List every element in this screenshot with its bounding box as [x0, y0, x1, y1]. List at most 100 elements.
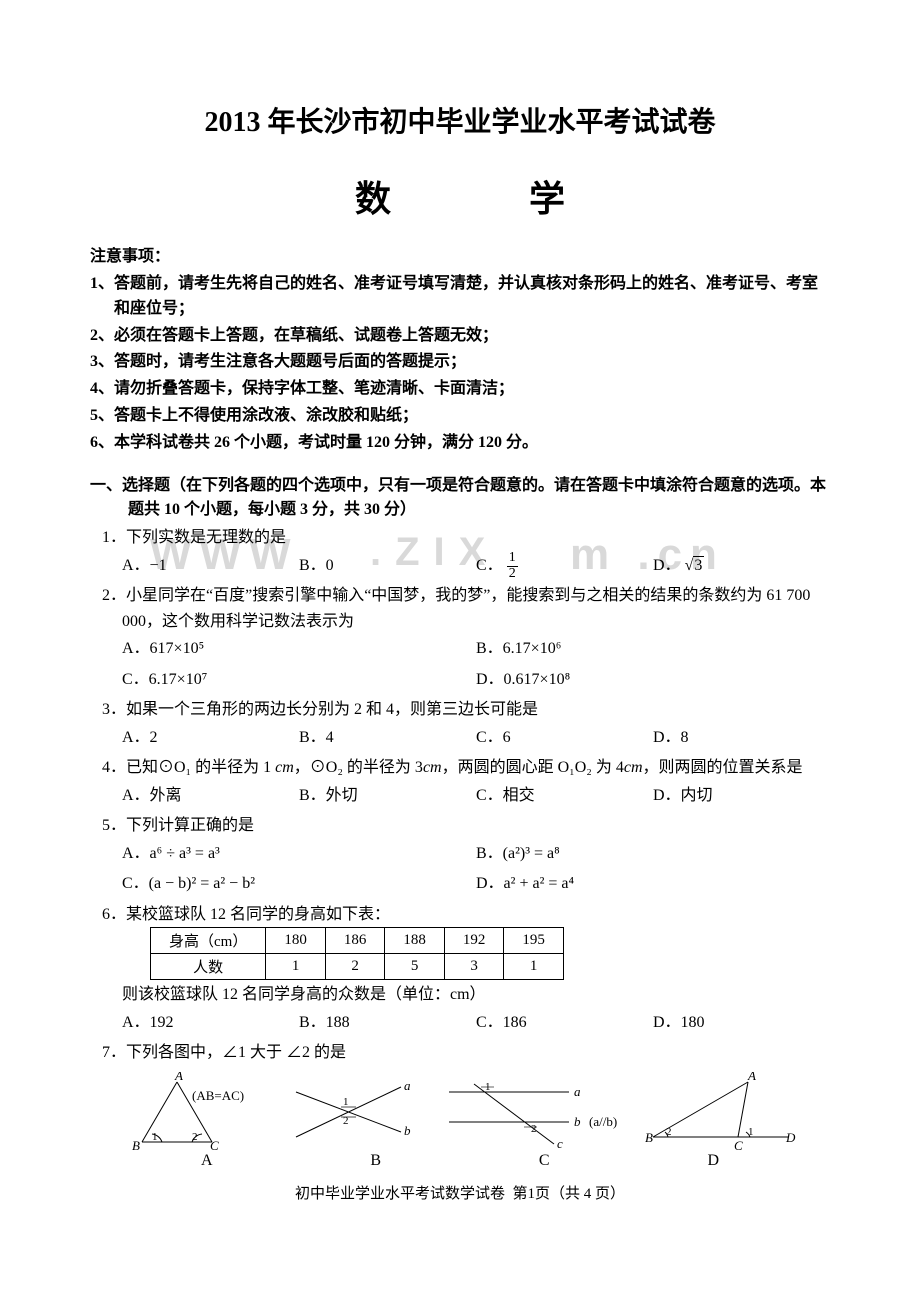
lbl-b: b [404, 1123, 411, 1138]
lbl-a: a [574, 1084, 581, 1099]
diagram-b-icon: a b 1 2 [281, 1072, 431, 1152]
lblA: A [747, 1072, 756, 1083]
row1-hd: 身高（cm） [151, 928, 266, 954]
optD-prefix: D． [653, 557, 681, 574]
lblC: C [210, 1138, 219, 1152]
cell: 188 [385, 928, 445, 954]
notice-item: 3、答题时，请考生注意各大题题号后面的答题提示； [90, 350, 830, 375]
q4-text: 4．已知⊙O₁ 的半径为 1 cm，⊙O₂ 的半径为 3cm，两圆的圆心距 O₁… [90, 755, 830, 781]
q4-optB: B．外切 [299, 781, 476, 811]
q5-options: A．a⁶ ÷ a³ = a³ B．(a²)³ = a⁸ C．(a − b)² =… [90, 839, 830, 900]
cell: 192 [444, 928, 504, 954]
notice-item: 6、本学科试卷共 26 个小题，考试时量 120 分钟，满分 120 分。 [90, 431, 830, 456]
q5-text: 5．下列计算正确的是 [90, 813, 830, 839]
labD: D [707, 1152, 719, 1170]
lblA: A [174, 1072, 183, 1083]
q6-optB: B．188 [299, 1008, 476, 1038]
diagram-labels: A B C D [90, 1152, 830, 1170]
q2-text: 2．小星同学在“百度”搜索引擎中输入“中国梦，我的梦”，能搜索到与之相关的结果的… [90, 583, 830, 634]
cell: 195 [504, 928, 564, 954]
page-footer: 初中毕业学业水平考试数学试卷 第1页（共 4 页） [90, 1182, 830, 1203]
cell: 180 [266, 928, 326, 954]
lbl1: 1 [152, 1131, 158, 1143]
lblB: B [132, 1138, 140, 1152]
q1-optD: D． √3 [653, 551, 830, 582]
height-table: 身高（cm） 180 186 188 192 195 人数 1 2 5 3 1 [150, 927, 564, 980]
diagram-c-icon: a b c 1 2 (a//b) [439, 1072, 629, 1152]
table-row: 人数 1 2 5 3 1 [151, 954, 564, 980]
lbl2: 2 [666, 1126, 672, 1138]
q6-optC: C．186 [476, 1008, 653, 1038]
lbl-b: b [574, 1114, 581, 1129]
q3-optB: B．4 [299, 723, 476, 753]
q5-optD: D．a² + a² = a⁴ [476, 869, 830, 899]
q4-p4: ，则两圆的位置关系是 [643, 759, 803, 776]
q3-optC: C．6 [476, 723, 653, 753]
frac-den: 2 [507, 567, 518, 582]
lbl2: 2 [531, 1123, 537, 1135]
parallel-note: (a//b) [589, 1114, 617, 1129]
q5-optC: C．(a − b)² = a² − b² [122, 869, 476, 899]
q1-options: A．−1 B．0 C． 1 2 D． √3 [90, 551, 830, 582]
cell: 186 [325, 928, 385, 954]
q4-p2: ，⊙O₂ 的半径为 3 [294, 759, 423, 776]
unit-cm: cm [423, 759, 442, 776]
q1-optC: C． 1 2 [476, 551, 653, 582]
q4-p1: 4．已知⊙O₁ 的半径为 1 [102, 759, 275, 776]
q2-optD: D．0.617×10⁸ [476, 665, 830, 695]
lbl-c: c [557, 1136, 563, 1151]
q2-optB: B．6.17×10⁶ [476, 634, 830, 664]
unit-cm: cm [624, 759, 643, 776]
notice-item: 5、答题卡上不得使用涂改液、涂改胶和贴纸； [90, 404, 830, 429]
lblB: B [645, 1130, 653, 1145]
unit-cm: cm [275, 759, 294, 776]
lbl2: 2 [192, 1131, 198, 1143]
labA: A [201, 1152, 213, 1170]
frac-num: 1 [507, 551, 518, 567]
exam-title: 2013 年长沙市初中毕业学业水平考试试卷 [90, 100, 830, 140]
row2-hd: 人数 [151, 954, 266, 980]
table-row: 身高（cm） 180 186 188 192 195 [151, 928, 564, 954]
notice-item: 1、答题前，请考生先将自己的姓名、准考证号填写清楚，并认真核对条形码上的姓名、准… [90, 272, 830, 322]
cell: 5 [385, 954, 445, 980]
subject-title: 数 学 [90, 170, 830, 222]
cell: 3 [444, 954, 504, 980]
q5-optA: A．a⁶ ÷ a³ = a³ [122, 839, 476, 869]
ab-eq-ac: (AB=AC) [192, 1088, 244, 1103]
q1-optA: A．−1 [122, 551, 299, 582]
fraction-icon: 1 2 [507, 551, 518, 581]
section-header: 一、选择题（在下列各题的四个选项中，只有一项是符合题意的。请在答题卡中填涂符合题… [90, 474, 830, 524]
diagram-a-icon: A B C 1 2 (AB=AC) [122, 1072, 272, 1152]
q1-text: 1．下列实数是无理数的是 [90, 525, 830, 551]
q3-optD: D．8 [653, 723, 830, 753]
lbl1: 1 [343, 1096, 349, 1108]
cell: 1 [266, 954, 326, 980]
q6-options: A．192 B．188 C．186 D．180 [90, 1008, 830, 1038]
q7-text: 7．下列各图中，∠1 大于 ∠2 的是 [90, 1040, 830, 1066]
q4-optA: A．外离 [122, 781, 299, 811]
q3-options: A．2 B．4 C．6 D．8 [90, 723, 830, 753]
q7-diagrams: A B C 1 2 (AB=AC) a b 1 2 [90, 1066, 830, 1152]
diagram-d-icon: A B C D 2 1 [638, 1072, 798, 1152]
cell: 1 [504, 954, 564, 980]
radicand: 3 [693, 556, 704, 574]
q3-optA: A．2 [122, 723, 299, 753]
q2-optA: A．617×10⁵ [122, 634, 476, 664]
q4-options: A．外离 B．外切 C．相交 D．内切 [90, 781, 830, 811]
notice-item: 2、必须在答题卡上答题，在草稿纸、试题卷上答题无效； [90, 324, 830, 349]
cell: 2 [325, 954, 385, 980]
q1-optB: B．0 [299, 551, 476, 582]
q2-options: A．617×10⁵ B．6.17×10⁶ C．6.17×10⁷ D．0.617×… [90, 634, 830, 695]
q6-text: 6．某校篮球队 12 名同学的身高如下表： [90, 902, 830, 928]
lblC: C [734, 1138, 743, 1152]
notice-header: 注意事项： [90, 242, 830, 266]
q6-optD: D．180 [653, 1008, 830, 1038]
lbl1: 1 [748, 1126, 754, 1138]
q4-p3: ，两圆的圆心距 O₁O₂ 为 4 [442, 759, 624, 776]
q5-optB: B．(a²)³ = a⁸ [476, 839, 830, 869]
q4-optD: D．内切 [653, 781, 830, 811]
q6-post: 则该校篮球队 12 名同学身高的众数是（单位：cm） [90, 982, 830, 1008]
q4-optC: C．相交 [476, 781, 653, 811]
lblD: D [785, 1130, 796, 1145]
q2-optC: C．6.17×10⁷ [122, 665, 476, 695]
